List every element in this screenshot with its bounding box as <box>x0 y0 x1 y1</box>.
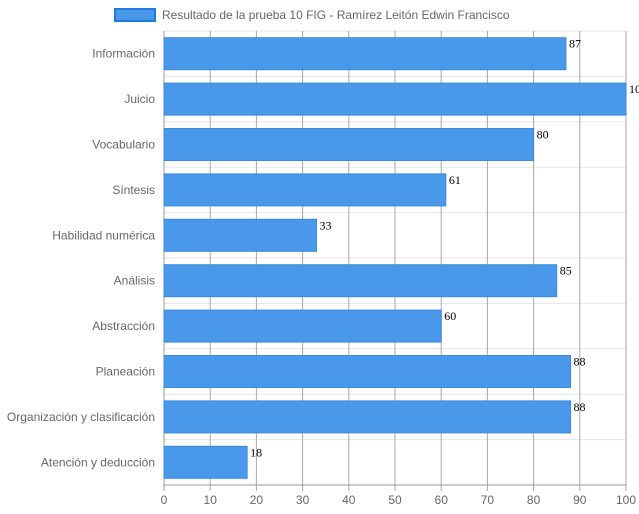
bars <box>163 37 627 479</box>
legend[interactable]: Resultado de la prueba 10 FIG - Ramírez … <box>114 8 510 22</box>
data-label: 80 <box>537 128 549 142</box>
data-label: 88 <box>574 355 586 369</box>
category-label: Información <box>92 47 155 61</box>
bar-10[interactable] <box>163 445 248 479</box>
data-label: 18 <box>250 445 262 459</box>
data-label: 61 <box>449 173 461 187</box>
x-tick-label: 60 <box>435 493 449 507</box>
data-label: 85 <box>560 264 572 278</box>
x-tick-label: 80 <box>527 493 541 507</box>
bar-4[interactable] <box>163 173 447 207</box>
category-label: Abstracción <box>92 319 155 333</box>
x-tick-label: 90 <box>573 493 587 507</box>
category-label: Atención y deducción <box>41 455 155 469</box>
x-tick-label: 30 <box>296 493 310 507</box>
data-label: 33 <box>319 218 331 232</box>
x-tick-label: 10 <box>204 493 218 507</box>
category-label: Síntesis <box>112 183 155 197</box>
x-tick-label: 70 <box>481 493 495 507</box>
category-label: Organización y clasificación <box>7 410 155 424</box>
bar-7[interactable] <box>163 309 442 343</box>
bar-6[interactable] <box>163 264 558 298</box>
data-label: 60 <box>444 309 456 323</box>
bar-5[interactable] <box>163 218 317 252</box>
category-label: Juicio <box>124 92 155 106</box>
legend-label: Resultado de la prueba 10 FIG - Ramírez … <box>162 8 510 22</box>
category-label: Habilidad numérica <box>52 228 155 242</box>
bar-2[interactable] <box>163 82 627 116</box>
x-tick-label: 20 <box>250 493 264 507</box>
legend-swatch <box>114 8 156 22</box>
x-tick-label: 100 <box>616 493 636 507</box>
category-label: Planeación <box>96 365 155 379</box>
data-label: 87 <box>569 37 581 51</box>
x-axis-ticks: 0 10 20 30 40 50 60 70 80 90 100 <box>161 493 637 507</box>
data-label: 100 <box>629 82 639 96</box>
category-label: Vocabulario <box>92 138 155 152</box>
x-tick-label: 0 <box>161 493 168 507</box>
category-labels: Información Juicio Vocabulario Síntesis Habi… <box>7 47 155 470</box>
x-tick-label: 50 <box>388 493 402 507</box>
x-tick-label: 40 <box>342 493 356 507</box>
category-label: Análisis <box>114 274 155 288</box>
data-labels: 87 100 80 61 33 85 60 88 88 18 <box>250 37 639 460</box>
bar-9[interactable] <box>163 400 572 434</box>
bar-3[interactable] <box>163 128 535 161</box>
bar-1[interactable] <box>163 37 567 71</box>
data-label: 88 <box>574 400 586 414</box>
bar-8[interactable] <box>163 355 572 388</box>
